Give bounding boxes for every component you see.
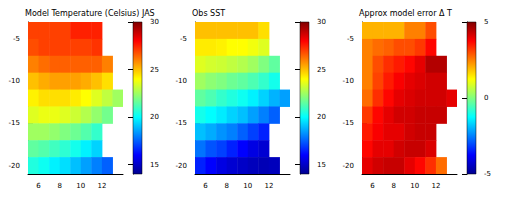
svg-text:-5: -5 (13, 35, 20, 43)
svg-text:Approx model error Δ T: Approx model error Δ T (359, 9, 452, 18)
svg-text:8: 8 (224, 182, 228, 190)
svg-text:12: 12 (97, 182, 106, 190)
svg-text:30: 30 (150, 18, 159, 26)
svg-text:Obs SST: Obs SST (192, 9, 225, 18)
svg-text:0: 0 (484, 94, 488, 102)
svg-text:-10: -10 (9, 77, 20, 85)
svg-text:-5: -5 (484, 170, 491, 178)
svg-text:12: 12 (431, 182, 440, 190)
svg-text:10: 10 (76, 182, 85, 190)
svg-text:6: 6 (36, 182, 41, 190)
svg-text:-10: -10 (176, 77, 187, 85)
svg-text:20: 20 (150, 113, 159, 121)
svg-text:15: 15 (317, 161, 326, 169)
svg-text:-15: -15 (9, 119, 20, 127)
svg-text:Model Temperature (Celsius) JA: Model Temperature (Celsius) JAS (25, 9, 155, 18)
svg-text:5: 5 (484, 18, 488, 26)
svg-text:-20: -20 (176, 162, 187, 170)
svg-text:10: 10 (410, 182, 419, 190)
svg-text:-15: -15 (176, 119, 187, 127)
svg-text:8: 8 (391, 182, 395, 190)
svg-text:20: 20 (317, 113, 326, 121)
svg-text:25: 25 (317, 66, 326, 74)
svg-text:15: 15 (150, 161, 159, 169)
svg-text:10: 10 (243, 182, 252, 190)
svg-text:-15: -15 (343, 119, 354, 127)
svg-text:12: 12 (264, 182, 273, 190)
svg-text:25: 25 (150, 66, 159, 74)
svg-text:-5: -5 (180, 35, 187, 43)
svg-text:-20: -20 (343, 162, 354, 170)
svg-text:6: 6 (370, 182, 375, 190)
svg-text:6: 6 (203, 182, 208, 190)
svg-text:-5: -5 (347, 35, 354, 43)
svg-text:-20: -20 (9, 162, 20, 170)
svg-text:8: 8 (57, 182, 61, 190)
svg-text:-10: -10 (343, 77, 354, 85)
svg-text:30: 30 (317, 18, 326, 26)
